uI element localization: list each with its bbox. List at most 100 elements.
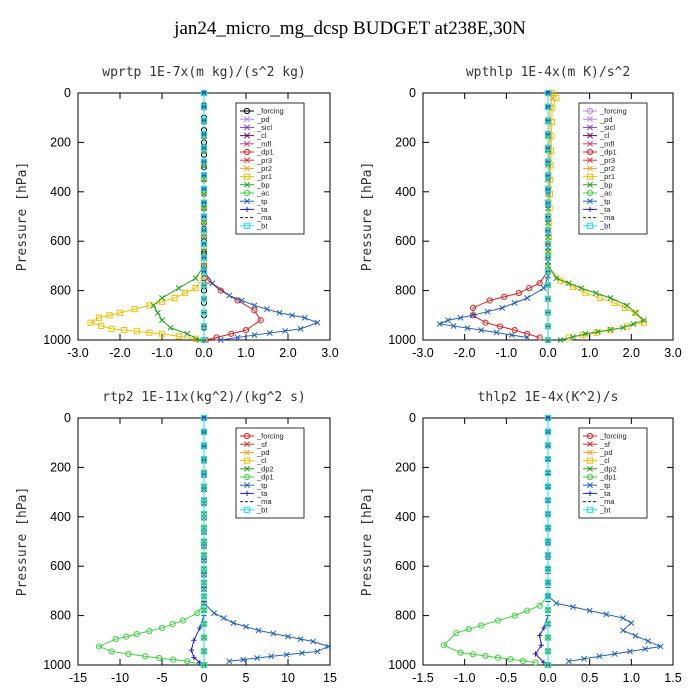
legend-label: _cl (256, 456, 267, 465)
legend-label: _ac (256, 189, 269, 198)
series-line-bp (152, 93, 205, 341)
series-point-tp (270, 630, 277, 637)
series-point-bt (200, 524, 208, 531)
y-tick-label: 600 (50, 559, 71, 573)
legend-marker (587, 124, 593, 131)
legend-label: _pd (256, 448, 270, 457)
series-point-tp (211, 610, 218, 617)
legend-marker (244, 157, 250, 164)
legend-marker (243, 457, 251, 464)
series-point-bt (200, 634, 208, 641)
series-point-bp (159, 295, 165, 301)
series-point-dp1 (469, 304, 477, 311)
legend-marker (243, 506, 251, 513)
series-point-dp1 (515, 289, 522, 297)
series-point-bt (200, 89, 208, 97)
series-point-bt (544, 497, 552, 504)
legend-marker (244, 116, 250, 123)
series-point-pr1 (158, 298, 166, 305)
series-point-tp (493, 329, 500, 336)
series-point-dp1 (228, 330, 235, 337)
series-point-dp1 (526, 285, 533, 292)
legend-marker (244, 124, 250, 131)
x-tick-label: 0.0 (195, 346, 212, 360)
series-point-tp (310, 638, 317, 645)
y-tick-label: 200 (50, 460, 71, 474)
series-point-tp (508, 332, 515, 339)
chart-2-title: wpthlp 1E-4x(m K)/s^2 (466, 65, 630, 80)
legend-label: _cl (256, 131, 267, 140)
series-point-tp (297, 636, 304, 643)
series-point-tp (289, 312, 296, 319)
series-point-dp1 (469, 651, 477, 658)
legend-label: _bp (256, 180, 270, 189)
series-point-pr1 (171, 294, 178, 302)
series-point-dp1 (257, 317, 264, 324)
chart-4-legend: _forcing_sf_pd_cl_dp2_dp1_tp_ta_ma_bt (578, 427, 648, 519)
series-point-dp1 (440, 642, 447, 649)
x-tick-label: -0.5 (496, 671, 518, 685)
series-point-tp (266, 330, 273, 336)
legend-marker (244, 482, 250, 489)
series-point-bt (544, 89, 552, 97)
series-point-dp1 (457, 649, 464, 656)
legend-label: _pr3 (256, 156, 272, 165)
series-point-tp (297, 325, 304, 332)
legend-box (235, 427, 305, 519)
legend-label: _forcing (256, 107, 284, 116)
series-point-bt (200, 469, 208, 476)
series-point-bt (544, 172, 552, 179)
series-point-bt (544, 428, 552, 435)
series-point-dp1 (112, 635, 119, 643)
series-point-dp1 (469, 312, 477, 319)
series-point-pr1 (182, 289, 189, 297)
y-tick-label: 0 (409, 411, 416, 425)
series-point-bt (544, 295, 552, 302)
legend-marker (243, 173, 251, 180)
series-point-dp1 (482, 319, 489, 326)
y-tick-label: 600 (395, 234, 416, 248)
legend-label: _bp (599, 180, 613, 189)
series-point-tp (645, 638, 651, 645)
y-tick-label: 1000 (388, 333, 416, 347)
series-point-bt (544, 538, 552, 545)
series-point-tp (464, 325, 471, 332)
series-line-dp1 (442, 418, 549, 664)
series-point-tp (450, 323, 457, 329)
series-point-bp (620, 324, 626, 331)
series-point-tp (209, 280, 216, 287)
series-point-bt (544, 240, 552, 248)
series-point-bt (544, 323, 552, 330)
x-tick-label: 0.0 (539, 346, 556, 360)
series-point-bt (544, 661, 552, 669)
legend-marker (586, 457, 594, 464)
series-point-ta (532, 651, 539, 657)
series-point-bt (200, 579, 208, 586)
series-point-dp1 (184, 658, 191, 665)
chart-2: wpthlp 1E-4x(m K)/s^2 Pressure [hPa] -3.0 -… (360, 65, 682, 360)
series-point-bt (544, 131, 552, 138)
series-point-dp1 (146, 627, 153, 635)
legend-marker (587, 482, 593, 489)
series-point-dp1 (169, 621, 176, 628)
series-point-bt (200, 552, 208, 559)
series-point-pr1 (549, 104, 556, 111)
x-tick-label: 1.0 (623, 671, 640, 685)
x-tick-label: 3.0 (664, 346, 681, 360)
series-point-bp (150, 302, 157, 309)
series-point-ta (191, 637, 197, 643)
legend-label: _dp1 (599, 473, 617, 482)
series-point-tp (586, 607, 593, 614)
page-title: jan24_micro_mg_dcsp BUDGET at238E,30N (174, 18, 526, 39)
x-tick-label: 2.0 (279, 346, 296, 360)
x-tick-label: -1.0 (454, 671, 476, 685)
series-point-bt (200, 593, 208, 600)
series-point-bt (200, 144, 208, 151)
y-tick-label: 1000 (388, 658, 416, 672)
series-point-dp1 (242, 327, 250, 334)
series-point-dp1 (108, 648, 115, 655)
series-point-dp1 (453, 629, 460, 636)
series-point-bp (167, 324, 174, 331)
chart-4-ylabel: Pressure [hPa] (360, 487, 375, 597)
series-point-pr1 (632, 309, 639, 316)
